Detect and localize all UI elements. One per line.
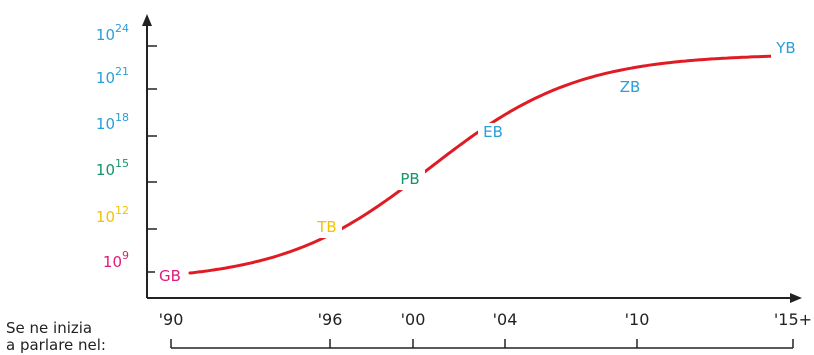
x-axis-caption-line-2: a parlare nel: — [6, 336, 106, 354]
y-tick-exponent: 9 — [122, 249, 129, 262]
x-axis-caption-line-1: Se ne inizia — [6, 319, 92, 337]
x-tick-label: '00 — [401, 310, 426, 329]
unit-label: PB — [400, 170, 419, 188]
unit-label-gap — [155, 267, 185, 287]
unit-label-gap — [615, 78, 645, 98]
y-tick-label: 1021 — [96, 65, 129, 87]
unit-label: TB — [316, 218, 336, 236]
x-tick-label: '04 — [493, 310, 518, 329]
y-tick-exponent: 24 — [115, 22, 129, 35]
y-tick-base: 10 — [96, 69, 115, 87]
y-tick-label: 109 — [103, 249, 129, 271]
x-tick-label: '90 — [159, 310, 184, 329]
y-tick-label: 1018 — [96, 111, 129, 133]
series-line — [188, 54, 780, 275]
y-tick-base: 10 — [96, 26, 115, 44]
y-tick-base: 10 — [96, 161, 115, 179]
y-tick-label: 1015 — [96, 157, 129, 179]
y-tick-base: 10 — [103, 253, 122, 271]
x-axis-arrow — [790, 293, 802, 303]
x-axis-ticks: '90 '96 '00 '04 '10 '15+ — [159, 310, 812, 348]
unit-label: YB — [775, 39, 795, 57]
y-tick-exponent: 18 — [115, 111, 129, 124]
unit-label: GB — [159, 267, 181, 285]
x-tick-label: '15+ — [774, 310, 812, 329]
growth-curve — [188, 54, 780, 275]
y-tick-base: 10 — [96, 115, 115, 133]
unit-label-gap — [478, 123, 508, 143]
y-tick-base: 10 — [96, 208, 115, 226]
unit-label: ZB — [620, 78, 641, 96]
unit-labels: GB TB PB EB ZB YB — [155, 39, 801, 287]
x-tick-label: '96 — [318, 310, 343, 329]
y-tick-exponent: 21 — [115, 65, 129, 78]
x-axis-caption: Se ne inizia a parlare nel: — [6, 319, 106, 354]
y-tick-exponent: 15 — [115, 157, 129, 170]
x-tick-label: '10 — [625, 310, 650, 329]
y-tick-label: 1012 — [96, 204, 129, 226]
unit-label: EB — [483, 123, 503, 141]
y-axis-arrow — [142, 14, 152, 26]
unit-label-gap — [312, 218, 342, 238]
axes — [142, 14, 802, 349]
unit-label-gap — [771, 39, 801, 59]
y-tick-exponent: 12 — [115, 204, 129, 217]
unit-label-gap — [395, 170, 425, 190]
y-tick-label: 1024 — [96, 22, 129, 44]
